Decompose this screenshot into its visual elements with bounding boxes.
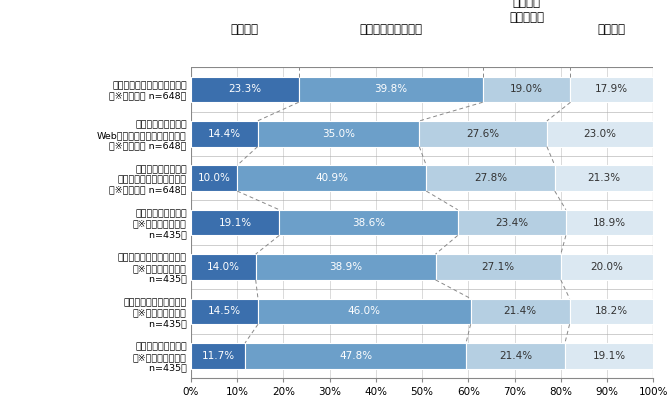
Bar <box>191 165 237 191</box>
Text: 23.0%: 23.0% <box>584 129 616 139</box>
Text: 17.9%: 17.9% <box>596 84 628 94</box>
Text: 行動した: 行動した <box>230 23 259 36</box>
Text: 38.9%: 38.9% <box>329 262 362 272</box>
Bar <box>561 254 653 280</box>
Text: 10.0%: 10.0% <box>198 173 230 183</box>
Bar <box>191 299 258 324</box>
Text: 該当なし: 該当なし <box>598 23 626 36</box>
Bar <box>256 254 436 280</box>
Bar <box>565 343 653 369</box>
Text: 行動する
予定はない: 行動する 予定はない <box>509 0 544 24</box>
Text: 18.2%: 18.2% <box>595 307 628 316</box>
Text: 47.8%: 47.8% <box>339 351 372 361</box>
Bar <box>258 299 470 324</box>
Bar <box>436 254 561 280</box>
Bar <box>547 121 653 147</box>
Bar <box>191 76 299 102</box>
Bar <box>191 343 245 369</box>
Bar <box>237 165 426 191</box>
Bar <box>419 121 547 147</box>
Text: 19.1%: 19.1% <box>592 351 626 361</box>
Bar <box>279 210 458 236</box>
Text: 23.4%: 23.4% <box>495 218 529 228</box>
Bar <box>426 165 555 191</box>
Text: 19.1%: 19.1% <box>218 218 252 228</box>
Bar <box>245 343 466 369</box>
Text: 14.0%: 14.0% <box>207 262 240 272</box>
Bar <box>191 210 279 236</box>
Bar <box>191 121 257 147</box>
Text: 18.9%: 18.9% <box>593 218 626 228</box>
Bar <box>566 210 653 236</box>
Text: 11.7%: 11.7% <box>202 351 234 361</box>
Bar <box>191 254 256 280</box>
Text: 35.0%: 35.0% <box>322 129 355 139</box>
Text: 14.4%: 14.4% <box>208 129 241 139</box>
Text: 21.4%: 21.4% <box>499 351 532 361</box>
Text: これから行動したい: これから行動したい <box>359 23 422 36</box>
Text: 14.5%: 14.5% <box>208 307 241 316</box>
Text: 46.0%: 46.0% <box>348 307 381 316</box>
Bar <box>570 299 654 324</box>
Bar <box>470 299 570 324</box>
Text: 23.3%: 23.3% <box>228 84 261 94</box>
Text: 27.8%: 27.8% <box>474 173 507 183</box>
Text: 40.9%: 40.9% <box>315 173 348 183</box>
Bar <box>555 165 653 191</box>
Bar <box>482 76 570 102</box>
Bar <box>466 343 565 369</box>
Text: 19.0%: 19.0% <box>510 84 543 94</box>
Bar <box>257 121 419 147</box>
Text: 20.0%: 20.0% <box>590 262 624 272</box>
Text: 27.6%: 27.6% <box>466 129 500 139</box>
Text: 39.8%: 39.8% <box>374 84 407 94</box>
Bar <box>570 76 653 102</box>
Bar <box>299 76 482 102</box>
Text: 38.6%: 38.6% <box>352 218 385 228</box>
Text: 27.1%: 27.1% <box>482 262 515 272</box>
Bar <box>458 210 566 236</box>
Text: 21.3%: 21.3% <box>588 173 620 183</box>
Text: 21.4%: 21.4% <box>504 307 537 316</box>
